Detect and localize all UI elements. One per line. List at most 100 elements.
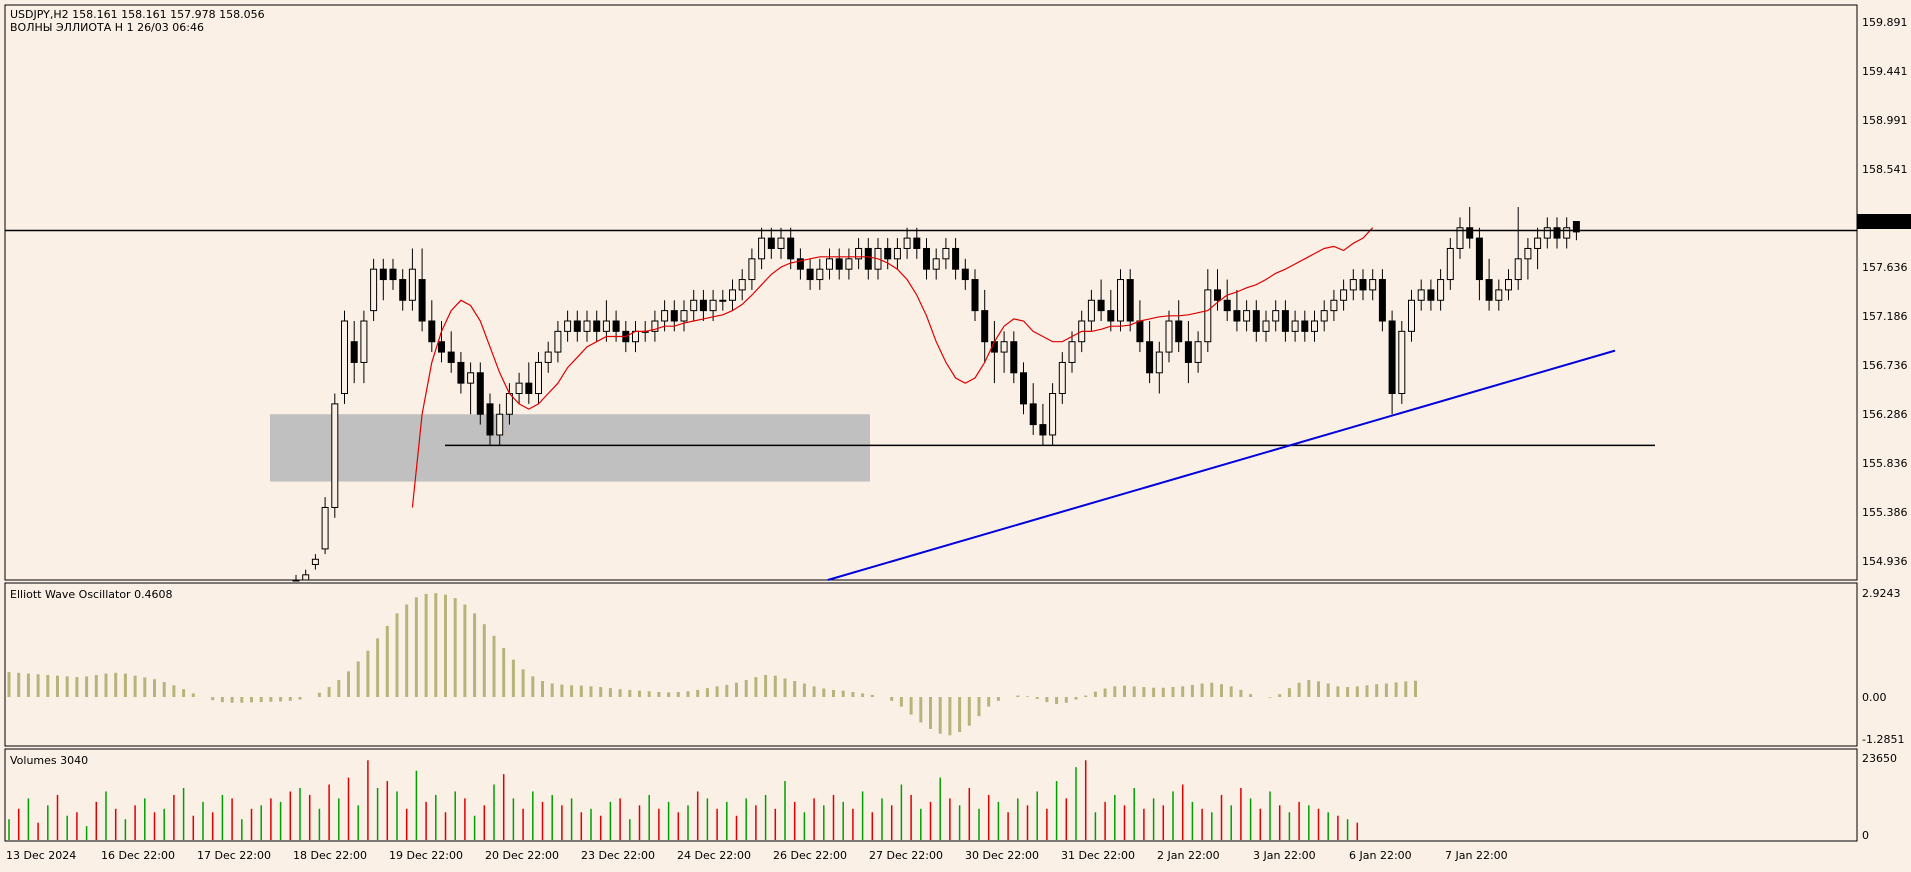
candle-body [923, 247, 930, 270]
candle [302, 569, 310, 581]
candle [1388, 310, 1396, 415]
candle-body [447, 351, 455, 363]
candle-body [496, 413, 504, 436]
candle [1233, 289, 1241, 332]
oscillator-title: Elliott Wave Oscillator 0.4608 [10, 588, 173, 601]
candle [476, 362, 484, 425]
candle-body [515, 382, 523, 395]
candle [1524, 238, 1532, 280]
candle-body [777, 237, 785, 249]
candle-body [942, 247, 950, 260]
volume-tick-label: 23650 [1862, 752, 1897, 765]
time-tick-label: 27 Dec 22:00 [869, 849, 943, 862]
candle [1058, 352, 1066, 404]
candle [1272, 300, 1280, 332]
candle [1146, 320, 1154, 384]
price-tick-label: 156.286 [1862, 408, 1908, 421]
candle [952, 238, 960, 280]
candle-body [1524, 247, 1532, 260]
trendline[interactable] [827, 349, 1616, 581]
candle [1262, 310, 1270, 342]
candlestick-series [292, 207, 1580, 582]
volume-tick-label: 0 [1862, 829, 1869, 842]
candle-body [1495, 289, 1503, 301]
candle [1437, 269, 1445, 311]
candle [438, 320, 445, 363]
candle [699, 289, 707, 321]
candle [738, 269, 746, 301]
candle [1039, 403, 1047, 446]
candle-body [583, 320, 591, 332]
price-panel-frame [4, 4, 1858, 581]
candle [360, 310, 368, 384]
candle-body [1543, 227, 1551, 239]
candle-body [467, 372, 475, 384]
candle-body [1010, 341, 1018, 374]
candle [389, 258, 397, 290]
candle-body [1233, 310, 1241, 322]
time-axis: 13 Dec 2024 16 Dec 22:00 17 Dec 22:00 18… [6, 849, 1508, 862]
candle-body [1514, 258, 1522, 281]
candle [428, 300, 436, 353]
candle-body [1000, 341, 1008, 353]
candle [835, 248, 843, 280]
candle-body [544, 351, 552, 363]
candle-body [350, 341, 358, 363]
candle [1417, 279, 1425, 311]
candle [1446, 238, 1454, 290]
candle-body [1340, 289, 1348, 301]
candle-body [1572, 221, 1580, 233]
candle [1359, 269, 1367, 301]
candle [1243, 300, 1251, 332]
candle [583, 310, 591, 342]
candle [913, 227, 921, 259]
candle-body [593, 320, 601, 332]
candle-body [1311, 320, 1318, 332]
candle-body [564, 320, 572, 332]
candle [1117, 269, 1124, 332]
candle-body [971, 279, 979, 312]
candle-body [1534, 237, 1542, 249]
candle [796, 248, 804, 280]
candle-body [1204, 289, 1212, 343]
candle [1107, 289, 1115, 332]
candle-body [738, 279, 746, 291]
candle [447, 331, 455, 373]
candle-body [670, 310, 678, 322]
volume-series [8, 760, 1359, 840]
candle [748, 248, 756, 290]
candle-body [1136, 320, 1144, 343]
candle-body [1291, 320, 1299, 332]
candle [942, 238, 950, 270]
candle [1291, 310, 1299, 342]
candle [1349, 269, 1357, 301]
candle-body [651, 320, 659, 332]
time-tick-label: 13 Dec 2024 [6, 849, 76, 862]
candle-body [1378, 279, 1386, 322]
candle [787, 227, 795, 270]
candle-body [1369, 279, 1377, 291]
candle [845, 248, 853, 280]
price-tick-label: 159.891 [1862, 16, 1908, 29]
candle-body [932, 258, 940, 270]
price-axis: 159.891 159.441 158.991 158.541 157.636 … [1862, 16, 1908, 568]
candle [1281, 300, 1289, 342]
candle [1534, 227, 1542, 270]
candle-body [321, 506, 329, 550]
candle-body [1039, 424, 1047, 436]
candle-body [554, 330, 562, 353]
time-tick-label: 3 Jan 22:00 [1253, 849, 1316, 862]
candle [321, 497, 329, 555]
candle-body [1281, 310, 1289, 332]
time-tick-label: 16 Dec 22:00 [101, 849, 175, 862]
candle-body [1184, 341, 1192, 363]
candle [826, 248, 833, 280]
horizontal-lines-layer [5, 229, 1857, 447]
candle-body [913, 237, 921, 249]
candle-body [845, 258, 853, 270]
candle-body [709, 299, 717, 312]
supply-demand-zone-layer [270, 414, 870, 482]
candle [467, 362, 475, 415]
candle-body [835, 258, 843, 270]
